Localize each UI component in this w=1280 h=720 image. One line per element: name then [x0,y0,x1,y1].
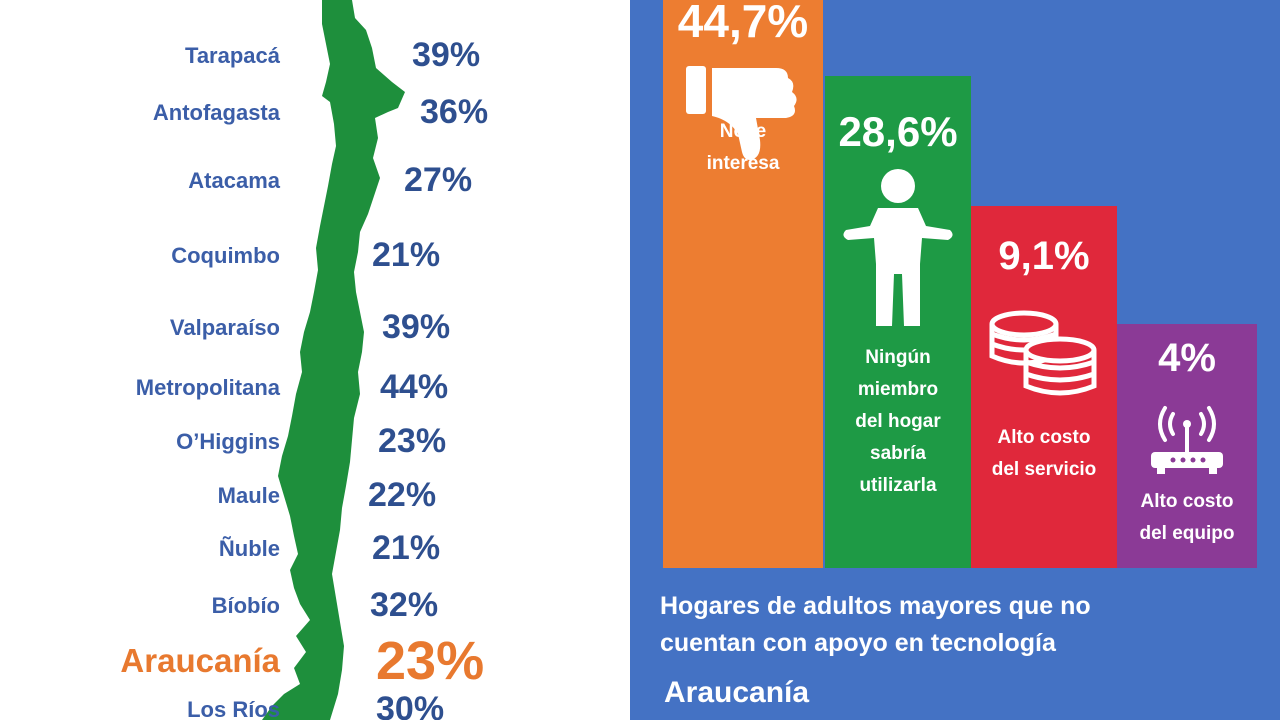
wifi-router-icon [1147,400,1227,485]
region-value: 39% [382,308,451,346]
region-value: 21% [372,236,441,274]
region-value: 23% [376,631,485,691]
region-name: O’Higgins [176,429,280,454]
bar-category-label-line: sabría [870,443,926,464]
chile-map [262,0,405,720]
region-value: 39% [412,36,481,74]
region-value: 30% [376,690,445,720]
region-title: Araucanía [664,676,810,709]
bar-category-label: Ningún miembro del hogar sabría utilizarla [825,342,971,502]
bar-category-label-line: Ningún [865,347,931,368]
region-value: 36% [420,93,489,131]
bar-category-label: No le interesa [663,116,823,180]
region-value: 27% [404,161,473,199]
chile-map-shape [262,0,405,720]
region-value: 44% [380,368,449,406]
region-value: 23% [378,422,447,460]
bar-category-label: Alto costo del servicio [971,422,1117,486]
bar-value-label: 4% [1158,336,1216,380]
region-name: Tarapacá [185,43,280,68]
bar-category-label-line: del equipo [1139,523,1235,544]
region-name: Ñuble [218,536,280,561]
bar-wifi-router: 4% Alto costo del equipo [1117,324,1257,568]
region-value: 38% [378,0,446,5]
region-value: 22% [368,476,437,514]
region-panel: Arica y Parinacota38%Tarapacá39%Antofaga… [0,0,630,720]
region-name: Maule [217,483,280,508]
bar-category-label-line: Alto costo [997,427,1091,448]
region-name: Los Ríos [187,697,280,720]
region-name: Atacama [188,168,280,193]
bar-category-label-line: miembro [857,379,939,400]
region-name: Valparaíso [169,315,280,340]
region-value: 32% [370,586,439,624]
bar-thumbs-down: 44,7% No le interesa [663,0,823,568]
bar-value-label: 9,1% [998,234,1090,278]
bar-category-label: Alto costo del equipo [1117,486,1257,550]
bar-category-label-line: del servicio [991,459,1097,480]
coins-icon [988,310,1100,405]
region-name: Araucanía [120,642,280,679]
bar-category-label-line: utilizarla [859,475,937,496]
bar-category-label-line: interesa [706,153,780,174]
thumbs-down-icon [684,60,802,175]
region-name: Antofagasta [152,100,280,125]
bar-value-label: 28,6% [838,108,958,155]
bar-person-shrug: 28,6% Ningún miembro del hogar sabría utiliza… [825,76,971,568]
bar-category-label-line: No le [719,121,767,142]
chart-caption: Hogares de adultos mayores que no cuenta… [660,592,1091,657]
reasons-panel: 44,7% No le interesa 28,6% Ningún miembro del … [630,0,1280,720]
region-name: Bíobío [211,593,280,618]
region-value: 21% [372,529,441,567]
bar-coins: 9,1% Alto costo del servicio [971,206,1117,568]
bar-category-label-line: del hogar [855,411,941,432]
region-name: Metropolitana [135,375,280,400]
bar-value-label: 44,7% [677,0,809,47]
region-name: Coquimbo [171,243,280,268]
bar-category-label-line: Alto costo [1140,491,1234,512]
person-shrug-icon [838,168,958,333]
